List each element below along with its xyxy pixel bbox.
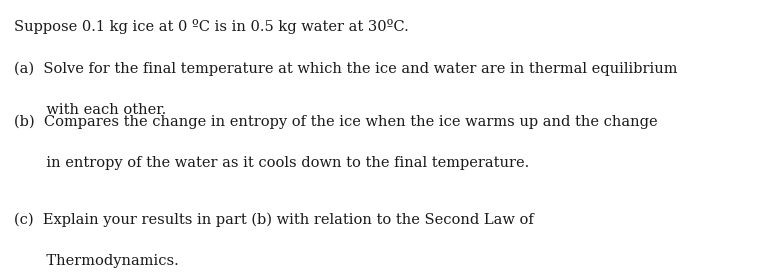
Text: (b)  Compares the change in entropy of the ice when the ice warms up and the cha: (b) Compares the change in entropy of th… bbox=[14, 114, 657, 129]
Text: in entropy of the water as it cools down to the final temperature.: in entropy of the water as it cools down… bbox=[14, 156, 529, 170]
Text: (a)  Solve for the final temperature at which the ice and water are in thermal e: (a) Solve for the final temperature at w… bbox=[14, 61, 677, 76]
Text: (c)  Explain your results in part (b) with relation to the Second Law of: (c) Explain your results in part (b) wit… bbox=[14, 212, 534, 227]
Text: Suppose 0.1 kg ice at 0 ºC is in 0.5 kg water at 30ºC.: Suppose 0.1 kg ice at 0 ºC is in 0.5 kg … bbox=[14, 19, 409, 34]
Text: with each other.: with each other. bbox=[14, 103, 166, 117]
Text: Thermodynamics.: Thermodynamics. bbox=[14, 254, 178, 268]
